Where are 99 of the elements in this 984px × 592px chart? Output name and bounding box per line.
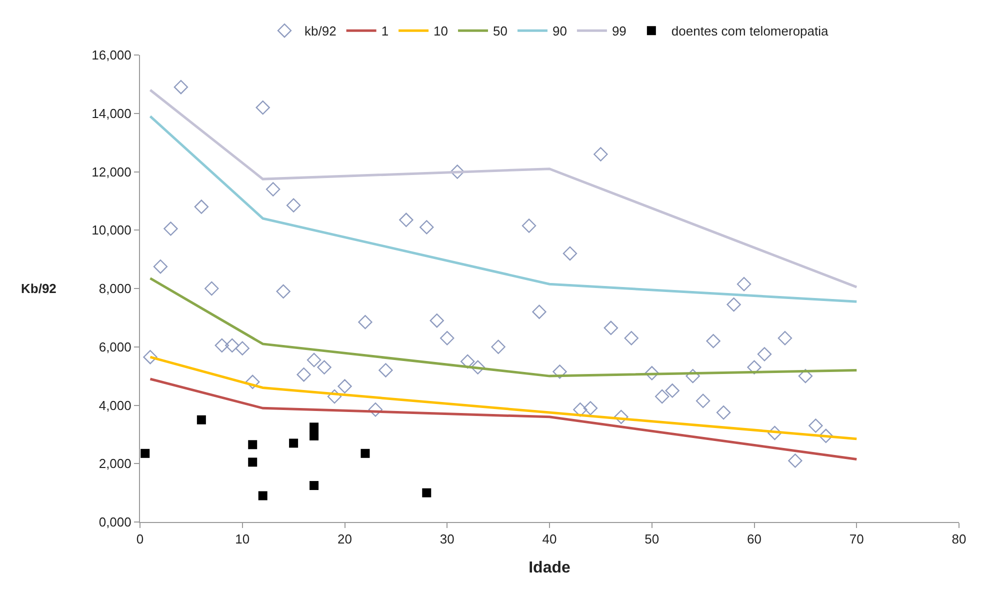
- point: [686, 368, 700, 384]
- point: [310, 481, 319, 490]
- point: [726, 297, 741, 312]
- point: [378, 363, 393, 378]
- point: [696, 394, 710, 408]
- point: [594, 147, 608, 162]
- point: [258, 491, 268, 500]
- legend-label: doentes com telomeropatia: [671, 24, 830, 39]
- y-tick-label: 16,000: [92, 48, 132, 63]
- point: [368, 402, 383, 417]
- point: [798, 368, 813, 384]
- point: [306, 352, 322, 368]
- y-tick-label: 0,000: [98, 514, 132, 530]
- point: [289, 438, 298, 448]
- point: [706, 334, 720, 348]
- point: [470, 360, 485, 374]
- point: [140, 448, 150, 458]
- point: [532, 304, 546, 319]
- point: [143, 350, 158, 364]
- point: [573, 402, 588, 417]
- y-tick-label: 10,000: [92, 222, 132, 238]
- point: [562, 246, 578, 261]
- point: [399, 212, 414, 228]
- x-tick-label: 0: [136, 532, 144, 547]
- x-tick-label: 70: [849, 532, 864, 547]
- point: [736, 277, 752, 292]
- y-tick-label: 2,000: [98, 456, 132, 472]
- legend-label: 10: [434, 24, 448, 39]
- legend-label: kb/92: [304, 24, 336, 39]
- point: [450, 164, 464, 179]
- point: [604, 320, 618, 335]
- y-tick-label: 14,000: [92, 106, 132, 121]
- point: [716, 405, 731, 420]
- x-tick-label: 20: [338, 532, 352, 547]
- legend-label: 90: [552, 24, 567, 39]
- x-tick-label: 50: [644, 532, 660, 547]
- line-series: [148, 378, 858, 460]
- point: [808, 418, 823, 433]
- x-tick-label: 80: [952, 532, 966, 547]
- y-tick-label: 12,000: [92, 164, 132, 180]
- legend-label: 50: [493, 24, 508, 39]
- point: [358, 314, 372, 330]
- legend-label: 99: [612, 24, 626, 39]
- point: [327, 389, 342, 404]
- point: [778, 331, 792, 346]
- legend-label: 1: [381, 24, 389, 39]
- x-tick-label: 40: [542, 532, 557, 547]
- line-series: [148, 115, 858, 303]
- point: [164, 222, 178, 236]
- point: [296, 368, 311, 382]
- point: [422, 488, 432, 498]
- point: [174, 80, 188, 94]
- x-axis-title: Idade: [528, 559, 570, 576]
- point: [583, 401, 598, 416]
- point: [491, 340, 506, 354]
- point: [248, 458, 258, 467]
- point: [225, 338, 240, 353]
- point: [420, 220, 434, 234]
- point: [338, 379, 352, 394]
- point: [460, 354, 475, 369]
- point: [440, 331, 454, 346]
- point: [196, 415, 206, 424]
- x-tick-label: 60: [747, 532, 762, 547]
- point: [818, 428, 834, 443]
- line-series: [148, 88, 858, 288]
- point: [286, 198, 301, 212]
- point: [310, 431, 319, 440]
- x-tick-label: 10: [235, 532, 250, 547]
- y-tick-label: 4,000: [98, 398, 132, 413]
- point: [757, 347, 772, 362]
- point: [665, 384, 680, 398]
- point: [246, 374, 260, 389]
- point: [552, 364, 567, 379]
- y-tick-label: 6,000: [98, 339, 132, 354]
- point: [522, 218, 536, 233]
- point: [256, 100, 270, 115]
- point: [644, 366, 659, 380]
- point: [266, 182, 280, 196]
- point: [655, 389, 670, 404]
- point: [317, 360, 332, 374]
- point: [235, 341, 250, 356]
- point: [276, 284, 290, 299]
- point: [747, 360, 762, 374]
- point: [214, 338, 229, 353]
- point: [310, 422, 319, 432]
- point: [360, 448, 370, 458]
- point: [768, 426, 782, 440]
- x-tick-label: 30: [440, 532, 454, 547]
- point: [614, 410, 628, 424]
- y-tick-label: 8,000: [98, 281, 132, 296]
- point: [204, 281, 219, 296]
- y-axis-title: Kb/92: [21, 281, 56, 296]
- point: [430, 314, 444, 328]
- point: [624, 331, 638, 346]
- line-series: [148, 277, 858, 378]
- point: [194, 200, 209, 214]
- point: [248, 440, 258, 450]
- point: [153, 260, 168, 274]
- point: [788, 454, 802, 468]
